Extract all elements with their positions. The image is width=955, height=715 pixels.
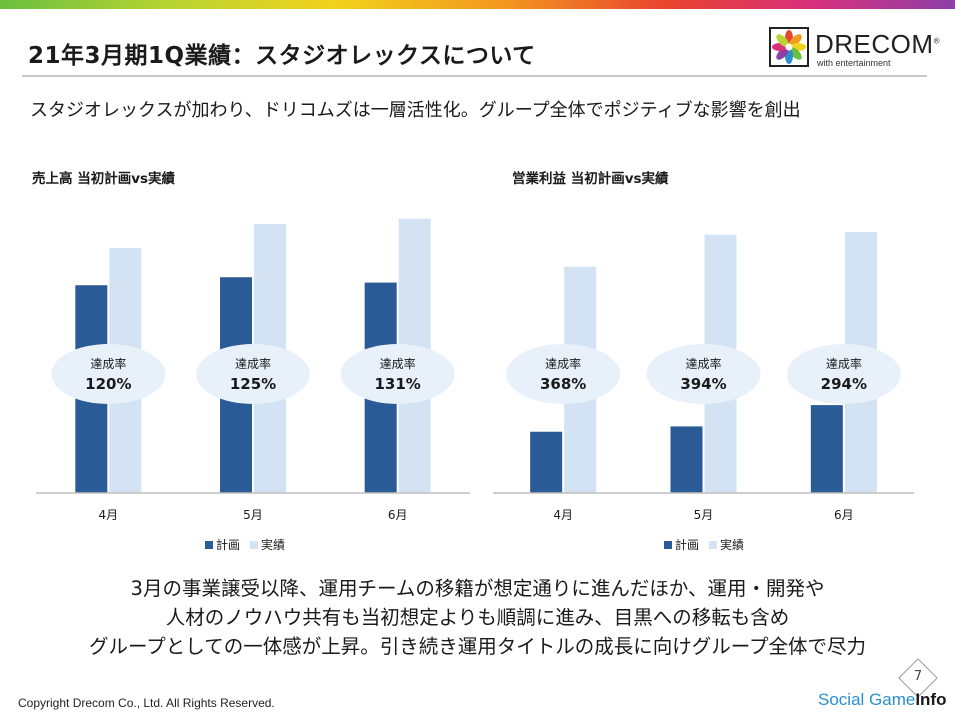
legend-item-actual: 実績	[709, 536, 744, 553]
achievement-rate-value: 368%	[540, 375, 586, 393]
page-number: 7	[898, 658, 938, 698]
achievement-rate-label: 達成率	[90, 356, 126, 371]
watermark: Social GameInfo	[818, 690, 947, 709]
achievement-rate-label: 達成率	[826, 356, 862, 371]
legend-sales: 計画 実績	[205, 536, 295, 553]
summary-line: 3月の事業譲受以降、運用チームの移籍が想定通りに進んだほか、運用・開発や	[130, 577, 825, 600]
chart-title-sales: 売上高 当初計画vs実績	[32, 171, 176, 187]
logo-tagline: with entertainment	[817, 58, 891, 68]
achievement-rate-value: 294%	[821, 375, 867, 393]
rainbow-header-bar	[0, 0, 955, 9]
achievement-rate-bubble	[646, 344, 761, 404]
chart-title-operating-profit: 営業利益 当初計画vs実績	[512, 171, 669, 187]
bar-operating-profit-plan-1	[530, 431, 563, 493]
legend-item-actual: 実績	[250, 536, 285, 553]
summary-line: グループとしての一体感が上昇。引き続き運用タイトルの成長に向けグループ全体で尽力	[88, 635, 867, 658]
achievement-rate-label: 達成率	[685, 356, 721, 371]
title-divider	[22, 75, 927, 77]
achievement-rate-value: 125%	[230, 375, 276, 393]
legend-item-plan: 計画	[205, 536, 240, 553]
x-tick-label: 5月	[243, 508, 263, 522]
achievement-rate-bubble	[196, 344, 310, 404]
achievement-rate-bubble	[340, 344, 455, 404]
x-tick-label: 6月	[388, 508, 408, 522]
achievement-rate-label: 達成率	[545, 356, 581, 371]
legend-operating-profit: 計画 実績	[664, 536, 754, 553]
bar-operating-profit-plan-2	[670, 426, 703, 493]
achievement-rate-value: 131%	[374, 375, 420, 393]
achievement-rate-bubble	[506, 344, 621, 404]
achievement-rate-bubble	[786, 344, 901, 404]
copyright: Copyright Drecom Co., Ltd. All Rights Re…	[18, 696, 275, 710]
x-tick-label: 6月	[834, 508, 854, 522]
summary-line: 人材のノウハウ共有も当初想定よりも順調に進み、目黒への移転も含め	[165, 606, 790, 629]
drecom-logo: DRECOM® with entertainment	[769, 27, 939, 71]
achievement-rate-bubble	[51, 344, 166, 404]
x-tick-label: 4月	[99, 508, 119, 522]
page-title: 21年3月期1Q業績：スタジオレックスについて	[28, 43, 536, 69]
achievement-rate-label: 達成率	[235, 356, 271, 371]
slide-subtitle: スタジオレックスが加わり、ドリコムズは一層活性化。グループ全体でポジティブな影響…	[30, 100, 801, 121]
page-number-value: 7	[913, 669, 923, 684]
flower-logo-icon	[769, 27, 809, 67]
achievement-rate-value: 120%	[85, 375, 131, 393]
logo-wordmark: DRECOM®	[815, 29, 940, 59]
x-tick-label: 4月	[553, 508, 573, 522]
bar-operating-profit-plan-3	[810, 405, 843, 493]
summary-text: 3月の事業譲受以降、運用チームの移籍が想定通りに進んだほか、運用・開発や 人材の…	[0, 574, 955, 661]
x-tick-label: 5月	[694, 508, 714, 522]
legend-item-plan: 計画	[664, 536, 699, 553]
achievement-rate-label: 達成率	[380, 356, 416, 371]
achievement-rate-value: 394%	[680, 375, 726, 393]
